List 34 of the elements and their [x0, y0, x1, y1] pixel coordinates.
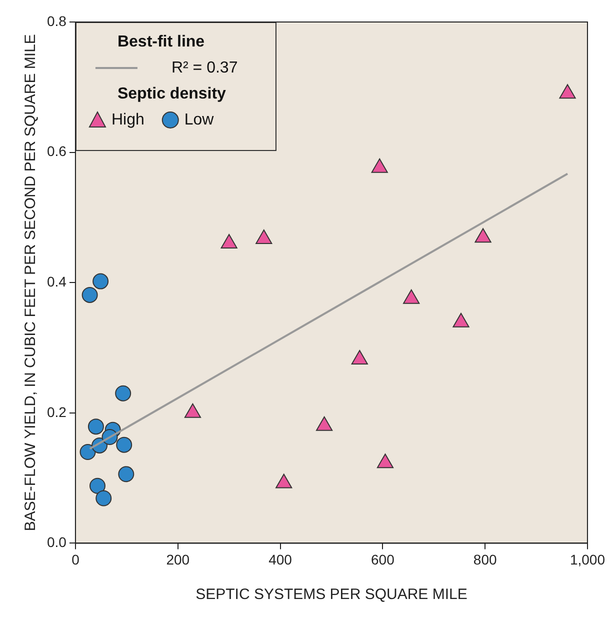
point: [559, 84, 576, 99]
x-tick-label: 600: [370, 551, 395, 568]
point: [89, 478, 106, 494]
y-tick-label: 0.0: [46, 534, 67, 550]
x-axis-title: SEPTIC SYSTEMS PER SQUARE MILE: [196, 586, 468, 604]
x-tick-label: 0: [72, 551, 80, 568]
legend-label: High: [111, 111, 144, 128]
x-tick-label: 800: [473, 551, 497, 568]
point: [80, 444, 96, 460]
y-tick-label: 0.4: [46, 273, 67, 290]
point: [118, 466, 134, 482]
point: [452, 312, 470, 328]
point: [371, 158, 388, 173]
x-tick-label: 1,000: [570, 551, 606, 568]
legend-title: Septic density: [117, 85, 226, 102]
y-tick-label: 0.6: [46, 143, 67, 160]
point: [82, 286, 98, 303]
point: [474, 228, 492, 243]
y-tick-label: 0.2: [46, 404, 67, 420]
annotation: Best-fit line: [117, 33, 205, 50]
point: [256, 229, 272, 244]
y-axis-title: BASE-FLOW YIELD, IN CUBIC FEET PER SECOND PER SQUARE MILE: [22, 34, 40, 532]
point: [403, 289, 420, 304]
x-tick-label: 400: [268, 551, 292, 568]
legend-label: R² = 0.37: [171, 59, 238, 76]
x-tick-label: 200: [166, 551, 190, 568]
y-tick-label: 0.8: [46, 12, 67, 29]
point: [116, 436, 132, 453]
point: [88, 418, 104, 435]
point: [92, 273, 109, 290]
point: [115, 385, 132, 402]
point: [220, 234, 238, 249]
point: [96, 490, 112, 506]
legend-label: Low: [184, 111, 214, 128]
